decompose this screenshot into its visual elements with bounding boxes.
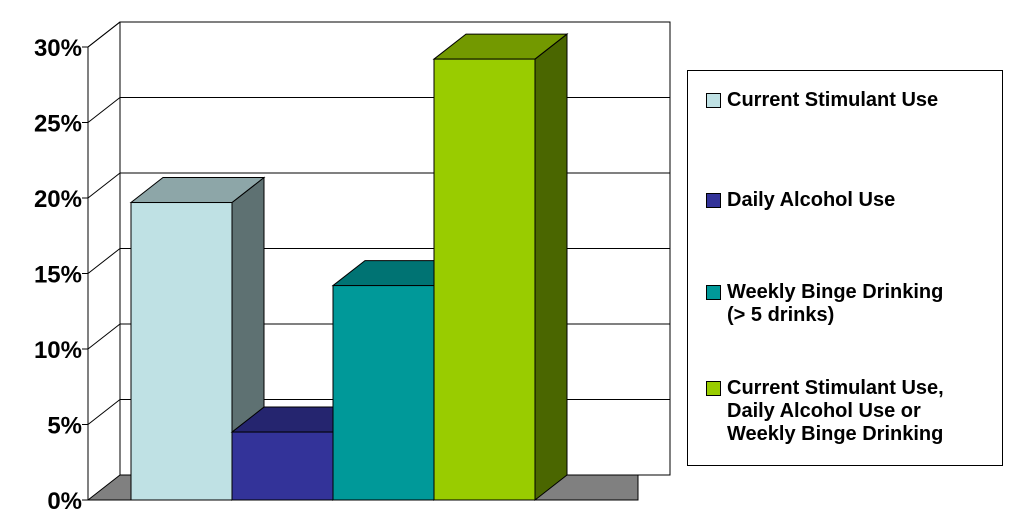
legend-item: Weekly Binge Drinking (> 5 drinks) <box>706 281 943 327</box>
gridline-diagonal <box>87 248 121 274</box>
legend-label: Current Stimulant Use <box>727 89 939 111</box>
y-tick-label: 5% <box>47 413 82 440</box>
y-tick-label: 15% <box>34 262 82 289</box>
gridline-diagonal <box>87 97 121 123</box>
y-tick-label: 10% <box>34 337 82 364</box>
y-tick-label: 30% <box>34 35 82 62</box>
bar-front <box>433 58 536 501</box>
bar-4 <box>432 33 569 502</box>
legend-item: Current Stimulant Use, Daily Alcohol Use… <box>706 377 944 446</box>
legend-item: Current Stimulant Use <box>706 89 938 112</box>
y-axis-tick-labels: 0% 5% 10% 15% 20% 25% 30% <box>34 35 82 509</box>
legend-swatch <box>706 93 721 108</box>
bar-front <box>231 431 334 501</box>
bar-chart: 0% 5% 10% 15% 20% 25% 30% <box>34 21 671 509</box>
y-tick-label: 25% <box>34 111 82 138</box>
legend-swatch <box>706 381 721 396</box>
gridline-diagonal <box>87 323 121 350</box>
bars <box>129 33 569 502</box>
legend-label: Current Stimulant Use, Daily Alcohol Use… <box>727 377 944 445</box>
legend-label: Weekly Binge Drinking (> 5 drinks) <box>727 281 944 326</box>
legend-swatch <box>706 193 721 208</box>
bar-side <box>534 33 568 502</box>
gridline-diagonal <box>87 21 121 48</box>
gridline-diagonal <box>87 172 121 199</box>
legend: Current Stimulant Use Daily Alcohol Use We… <box>687 70 1003 466</box>
y-tick-label: 20% <box>34 186 82 213</box>
y-tick-label: 0% <box>47 488 82 509</box>
legend-swatch <box>706 285 721 300</box>
legend-item: Daily Alcohol Use <box>706 189 895 212</box>
legend-label: Daily Alcohol Use <box>727 189 896 211</box>
bar-front <box>332 285 435 501</box>
gridline-diagonal <box>87 399 121 425</box>
bar-front <box>130 202 233 501</box>
